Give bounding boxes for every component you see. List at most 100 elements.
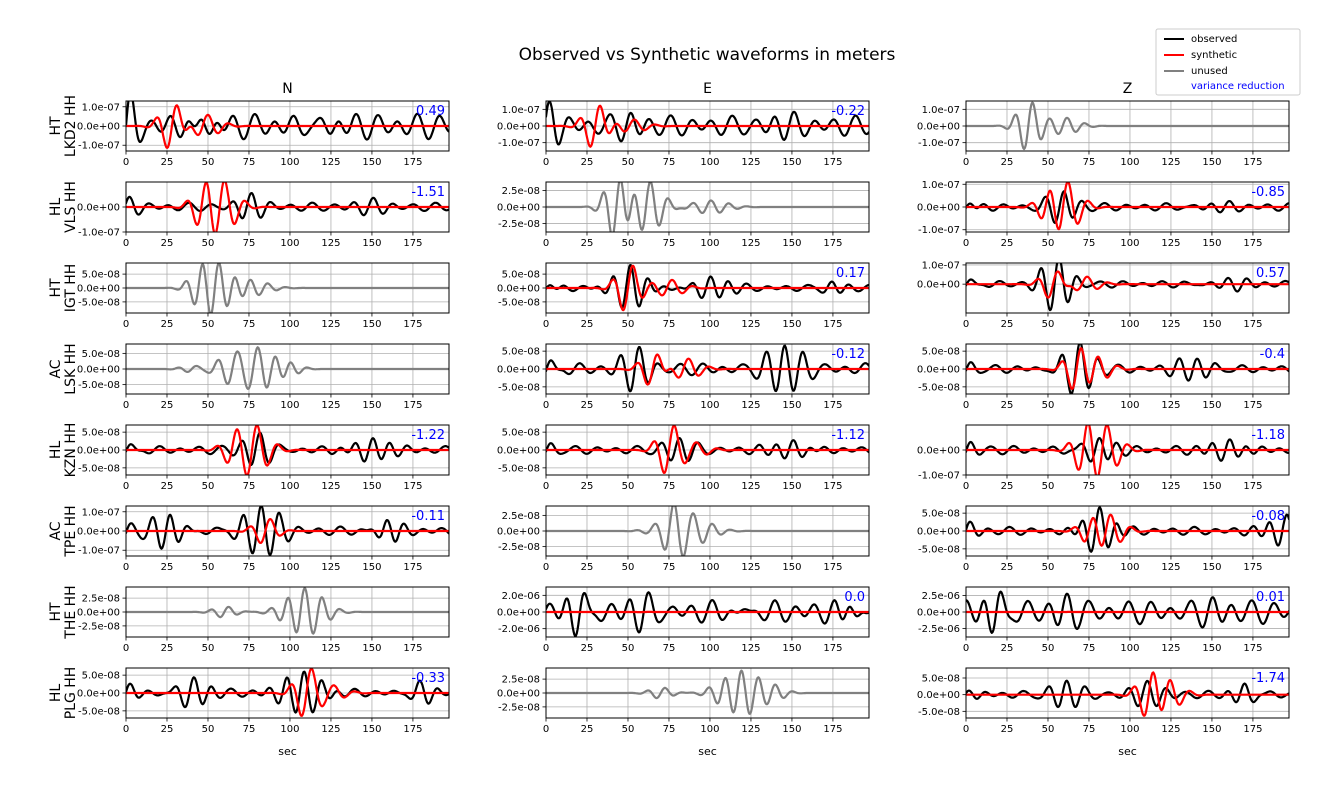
variance-reduction-label: -0.22: [831, 104, 865, 119]
x-tick-label: 175: [403, 481, 422, 492]
x-tick-label: 100: [1120, 562, 1139, 573]
x-tick-label: 125: [321, 157, 340, 168]
x-tick-label: 175: [823, 319, 842, 330]
y-tick-label: 5.0e-08: [502, 270, 540, 281]
panel-plg-z: 0 25 50 75 100 125 150 175 5.0e-08 0.0e+00 -5.0e-0…: [917, 667, 1290, 758]
x-tick-label: 50: [622, 481, 635, 492]
observed-trace: [546, 264, 869, 309]
x-tick-label: 125: [1161, 481, 1180, 492]
variance-reduction-label: -0.11: [411, 509, 445, 524]
x-tick-label: 100: [700, 724, 719, 735]
x-tick-label: 25: [161, 157, 174, 168]
unused-trace: [546, 506, 869, 556]
x-tick-label: 150: [362, 319, 381, 330]
x-tick-label: 25: [161, 562, 174, 573]
x-tick-label: 75: [1083, 319, 1096, 330]
panel-kzn-e: 0 25 50 75 100 125 150 175 5.0e-08 0.0e+00 -5.0e-0…: [497, 424, 870, 492]
y-tick-label: -1.0e-07: [498, 138, 540, 149]
x-tick-label: 50: [1042, 157, 1055, 168]
variance-reduction-label: -0.08: [1251, 509, 1285, 524]
y-tick-label: 0.0e+00: [77, 608, 120, 619]
row-network-label: HL: [48, 684, 64, 703]
row-label: HT THE HH: [48, 585, 79, 639]
variance-reduction-label: -1.74: [1251, 671, 1285, 686]
x-tick-label: 0: [963, 157, 969, 168]
x-tick-label: 175: [823, 157, 842, 168]
x-tick-label: 125: [741, 238, 760, 249]
synthetic-trace: [966, 425, 1289, 475]
x-tick-label: 0: [543, 238, 549, 249]
x-tick-label: 100: [700, 238, 719, 249]
y-tick-label: 0.0e+00: [77, 689, 120, 700]
y-tick-label: -5.0e-08: [918, 707, 960, 718]
legend: observed synthetic unused variance reduc…: [1155, 28, 1301, 96]
x-tick-label: 175: [823, 400, 842, 411]
y-tick-label: -5.0e-08: [918, 544, 960, 555]
x-tick-label: 175: [823, 724, 842, 735]
x-tick-label: 175: [403, 400, 422, 411]
x-tick-label: 125: [1161, 157, 1180, 168]
x-tick-label: 25: [1001, 481, 1014, 492]
x-tick-label: 0: [123, 238, 129, 249]
x-tick-label: 50: [202, 157, 215, 168]
x-tick-label: 25: [161, 400, 174, 411]
y-tick-label: 0.0e+00: [917, 365, 960, 376]
y-tick-label: 0.0e+00: [497, 284, 540, 295]
x-tick-label: 150: [362, 724, 381, 735]
x-tick-label: 100: [700, 481, 719, 492]
x-tick-label: 125: [741, 157, 760, 168]
x-tick-label: 150: [362, 481, 381, 492]
x-tick-label: 100: [700, 643, 719, 654]
x-tick-label: 25: [161, 724, 174, 735]
x-tick-label: 0: [123, 643, 129, 654]
x-tick-label: 50: [1042, 724, 1055, 735]
x-tick-label: 150: [1202, 400, 1221, 411]
variance-reduction-label: -0.85: [1251, 185, 1285, 200]
x-tick-label: 50: [622, 562, 635, 573]
x-tick-label: 0: [543, 724, 549, 735]
x-tick-label: 0: [963, 238, 969, 249]
row-network-label: AC: [48, 521, 64, 540]
row-station-label: PLG HH: [63, 667, 79, 720]
observed-trace: [966, 679, 1289, 709]
x-tick-label: 175: [823, 238, 842, 249]
x-tick-label: 125: [741, 481, 760, 492]
x-tick-label: 175: [403, 319, 422, 330]
y-tick-label: 0.0e+00: [77, 203, 120, 214]
variance-reduction-label: 0.49: [416, 104, 445, 119]
x-tick-label: 125: [321, 319, 340, 330]
x-tick-label: 75: [1083, 400, 1096, 411]
column-title-n: N: [282, 81, 292, 97]
x-tick-label: 0: [543, 157, 549, 168]
y-tick-label: 5.0e-08: [922, 674, 960, 685]
x-tick-label: 125: [1161, 643, 1180, 654]
x-tick-label: 100: [700, 157, 719, 168]
x-tick-label: 0: [963, 319, 969, 330]
x-tick-label: 75: [1083, 481, 1096, 492]
y-tick-label: 0.0e+00: [917, 527, 960, 538]
y-tick-label: 0.0e+00: [497, 527, 540, 538]
x-tick-label: 150: [1202, 643, 1221, 654]
x-tick-label: 75: [243, 238, 256, 249]
x-tick-label: 125: [1161, 724, 1180, 735]
x-tick-label: 150: [782, 562, 801, 573]
x-tick-label: 125: [1161, 238, 1180, 249]
figure-title: Observed vs Synthetic waveforms in meter…: [519, 45, 896, 65]
x-tick-label: 100: [280, 400, 299, 411]
legend-label-unused: unused: [1191, 66, 1228, 77]
panel-kzn-z: 0 25 50 75 100 125 150 175 0.0e+00 -1.0e-07 -1.18: [917, 424, 1290, 492]
row-network-label: HT: [48, 278, 64, 298]
y-tick-label: 0.0e+00: [917, 280, 960, 291]
x-tick-label: 150: [362, 562, 381, 573]
row-label: AC TPE HH: [48, 505, 79, 557]
x-tick-label: 125: [321, 562, 340, 573]
observed-trace: [126, 506, 449, 556]
row-network-label: HT: [48, 602, 64, 622]
x-tick-label: 25: [1001, 643, 1014, 654]
x-tick-label: 0: [963, 400, 969, 411]
x-tick-label: 50: [202, 481, 215, 492]
x-tick-label: 150: [782, 157, 801, 168]
variance-reduction-label: 0.0: [844, 590, 865, 605]
x-tick-label: 100: [1120, 481, 1139, 492]
panel-lkd2-z: 0 25 50 75 100 125 150 175 1.0e-07 0.0e+00 -1.0e-0…: [917, 100, 1290, 168]
